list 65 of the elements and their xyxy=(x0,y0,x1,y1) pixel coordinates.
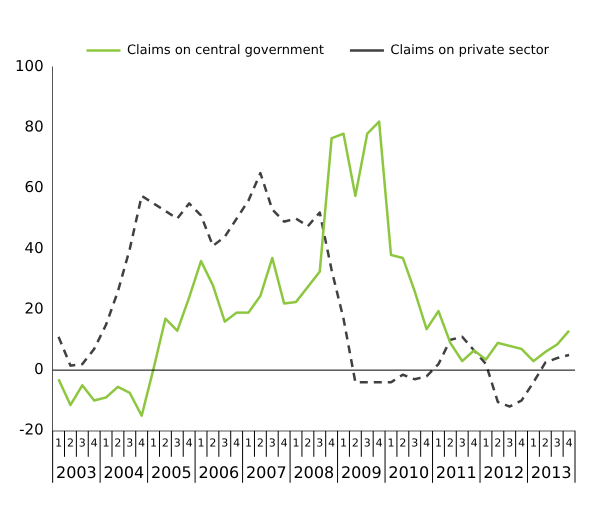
x-tick-label: 3 xyxy=(316,436,324,450)
text: 2006 xyxy=(198,462,240,482)
x-tick-label: 4 xyxy=(90,436,98,450)
x-tick-label: 3 xyxy=(458,436,466,450)
x-tick-label: 3 xyxy=(554,436,561,450)
text: 2013 xyxy=(530,462,572,482)
x-tick-label: 4 xyxy=(186,436,193,450)
x-tick-label: 1 xyxy=(55,436,62,450)
x-tick-label: 4 xyxy=(328,436,336,450)
x-tick-label: 1 xyxy=(387,436,394,450)
x-tick-label: 2 xyxy=(304,436,312,450)
x-tick-label: 2 xyxy=(66,436,74,450)
y-tick-label: 60 xyxy=(24,178,44,196)
x-tick-label: 4 xyxy=(233,436,240,450)
x-tick-label: 1 xyxy=(198,436,205,450)
x-tick-label: 2 xyxy=(352,436,359,450)
y-tick-label: 0 xyxy=(34,360,44,378)
x-tick-label: 1 xyxy=(292,436,300,450)
text: 2012 xyxy=(483,462,524,482)
x-tick-label: 2 xyxy=(399,436,406,450)
x-tick-label: 1 xyxy=(150,436,158,450)
x-tick-label: 2 xyxy=(162,436,169,450)
x-tick-label: 4 xyxy=(566,436,573,450)
y-tick-label: 20 xyxy=(24,299,44,318)
x-tick-label: 4 xyxy=(423,436,430,450)
line-series xyxy=(57,172,570,408)
x-tick-label: 1 xyxy=(482,436,490,450)
text: 2009 xyxy=(340,462,382,482)
x-tick-label: 3 xyxy=(78,436,86,450)
x-tick-label: 2 xyxy=(114,436,122,450)
x-tick-label: 1 xyxy=(530,436,537,450)
x-tick-label: 2 xyxy=(542,436,549,450)
x-tick-label: 3 xyxy=(411,436,418,450)
x-tick-label: 3 xyxy=(221,436,228,450)
x-tick-label: 1 xyxy=(340,436,347,450)
x-tick-label: 1 xyxy=(102,436,110,450)
x-tick-label: 2 xyxy=(256,436,264,450)
x-tick-label: 2 xyxy=(446,436,454,450)
x-tick-label: 3 xyxy=(364,436,371,450)
x-tick-label: 1 xyxy=(245,436,252,450)
x-tick-label: 2 xyxy=(494,436,502,450)
y-tick-label: 80 xyxy=(24,118,44,136)
y-tick-label: 40 xyxy=(24,238,44,257)
x-tick-label: 3 xyxy=(268,436,276,450)
text: 2008 xyxy=(293,462,334,482)
x-tick-label: 4 xyxy=(280,436,288,450)
x-tick-label: 2 xyxy=(209,436,216,450)
text: 2003 xyxy=(56,462,97,482)
x-tick-label: 4 xyxy=(138,436,146,450)
x-tick-label: 3 xyxy=(506,436,514,450)
x-tick-label: 4 xyxy=(518,436,526,450)
x-tick-label: 4 xyxy=(470,436,478,450)
legend-label: Claims on central government xyxy=(126,42,324,58)
x-tick-label: 3 xyxy=(126,436,134,450)
y-tick-label: 100 xyxy=(14,56,44,75)
y-tick-label: -20 xyxy=(19,420,44,439)
x-tick-label: 4 xyxy=(376,436,383,450)
x-tick-label: 3 xyxy=(174,436,181,450)
legend-label: Claims on private sector xyxy=(390,42,550,58)
text: 2007 xyxy=(246,462,287,482)
text: 2011 xyxy=(436,462,477,482)
text: 2010 xyxy=(388,462,430,482)
x-tick-label: 1 xyxy=(434,436,442,450)
text: 2004 xyxy=(104,462,144,482)
text: 2005 xyxy=(150,462,192,482)
